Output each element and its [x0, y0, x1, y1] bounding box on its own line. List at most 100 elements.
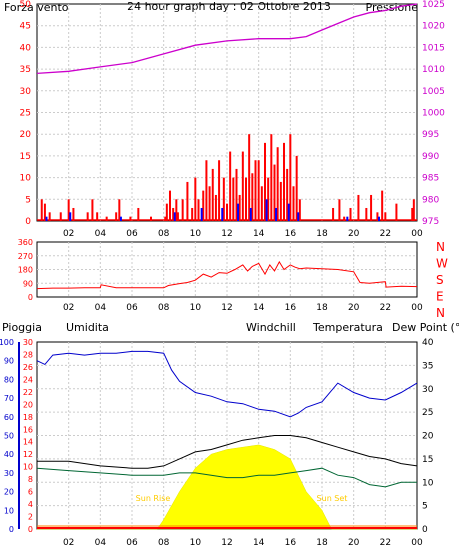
wind-bar [381, 190, 384, 221]
rain-tick-label: 6 [28, 488, 33, 497]
compass-tick-label: N [436, 306, 445, 320]
temperature-axis-ticks: 0 5 10 15 20 25 30 35 40 [422, 338, 434, 535]
pressure-tick-label: 1010 [422, 65, 445, 75]
humidity-tick-label: 30 [4, 469, 14, 478]
wind-bar [286, 168, 289, 221]
pressure-tick-label: 985 [422, 174, 439, 184]
wind-tick-label: 35 [20, 65, 31, 75]
humidity-axis-ticks: 0 10 20 30 40 50 60 70 80 90 100 [0, 338, 14, 534]
wind-bar [241, 151, 244, 221]
humidity-tick-label: 10 [4, 506, 14, 515]
time-tick-label: 10 [190, 538, 202, 548]
humidity-tick-label: 20 [4, 488, 14, 497]
compass-tick-label: N [436, 240, 445, 254]
wind-bar [218, 160, 221, 221]
rain-tick-label: 30 [23, 338, 33, 347]
rain-tick-label: 20 [23, 400, 33, 409]
gust-bar [69, 212, 72, 221]
compass-tick-label: E [436, 290, 444, 304]
time-tick-label: 22 [380, 538, 391, 548]
wind-bar [186, 181, 189, 221]
humidity-tick-label: 70 [4, 394, 14, 403]
time-tick-label: 12 [221, 229, 232, 239]
humidity-tick-label: 40 [4, 450, 14, 459]
direction-tick-label: 0 [28, 293, 33, 302]
time-tick-label: 00 [411, 538, 423, 548]
time-tick-label: 14 [253, 229, 265, 239]
wind-bar [169, 190, 171, 221]
wind-bar [172, 207, 175, 221]
wind-bar [105, 216, 108, 221]
rain-label: Pioggia [2, 321, 42, 334]
wind-tick-label: 20 [20, 130, 32, 140]
temp-humidity-series [36, 350, 418, 529]
compass-tick-label: W [436, 257, 448, 271]
rain-tick-label: 18 [23, 413, 33, 422]
wind-bar [384, 212, 387, 221]
wind-direction-series [36, 260, 418, 290]
wind-bar [205, 160, 208, 221]
wind-bar [214, 194, 217, 221]
wind-tick-label: 25 [20, 109, 31, 119]
pressure-tick-label: 1020 [422, 22, 445, 32]
direction-tick-label: 360 [18, 238, 33, 247]
wind-bar [222, 177, 225, 221]
time-tick-label: 14 [253, 538, 265, 548]
time-tick-label: 18 [316, 538, 328, 548]
time-tick-label: 14 [253, 303, 265, 313]
temperature-tick-label: 35 [422, 361, 433, 371]
temperature-tick-label: 40 [422, 338, 434, 348]
wind-bar [245, 177, 247, 221]
time-tick-label: 08 [158, 303, 170, 313]
wind-bar [208, 186, 211, 221]
wind-bar [211, 168, 214, 221]
pressure-series [36, 3, 418, 75]
wind-bar [283, 142, 285, 221]
wind-bar [202, 190, 205, 221]
rain-tick-label: 28 [23, 350, 33, 359]
time-tick-label: 00 [411, 303, 423, 313]
wind-bar [226, 203, 228, 221]
temperature-tick-label: 25 [422, 408, 433, 418]
wind-tick-label: 5 [25, 195, 31, 205]
pressure-line [36, 3, 418, 75]
time-tick-label: 20 [348, 303, 360, 313]
wind-bar [298, 199, 301, 221]
wind-bar [150, 216, 152, 221]
time-tick-label: 08 [158, 538, 170, 548]
compass-tick-label: S [436, 273, 444, 287]
time-tick-label: 02 [63, 303, 74, 313]
wind-bar [411, 207, 414, 221]
gust-bar [378, 216, 380, 221]
wind-bar [357, 194, 360, 221]
wind-bar [115, 212, 118, 221]
wind-bar [176, 212, 179, 221]
direction-tick-label: 180 [18, 266, 33, 275]
wind-bar [349, 207, 352, 221]
gust-bar [45, 216, 48, 221]
wind-tick-label: 30 [20, 87, 32, 97]
gust-bar [297, 212, 300, 221]
time-tick-label: 02 [63, 229, 74, 239]
wind-bar [264, 142, 266, 221]
wind-bar [248, 134, 251, 221]
wind-bar [235, 168, 238, 221]
gust-bar [237, 203, 240, 221]
time-tick-label: 18 [316, 303, 328, 313]
windchill-label: Windchill [246, 321, 296, 334]
wind-bar [276, 147, 279, 221]
wind-speed-bars [37, 134, 417, 221]
wind-tick-label: 45 [20, 22, 31, 32]
wind-bar [343, 216, 346, 221]
wind-bar [254, 160, 257, 221]
gust-bar [221, 207, 224, 221]
time-tick-label: 10 [190, 229, 202, 239]
wind-bar [48, 212, 51, 221]
wind-bar [270, 134, 273, 221]
wind-bar [295, 155, 298, 221]
temperature-tick-label: 20 [422, 432, 434, 442]
temperature-line [37, 435, 418, 469]
wind-tick-label: 15 [20, 152, 31, 162]
wind-bar [251, 173, 254, 221]
humidity-tick-label: 50 [4, 432, 14, 441]
